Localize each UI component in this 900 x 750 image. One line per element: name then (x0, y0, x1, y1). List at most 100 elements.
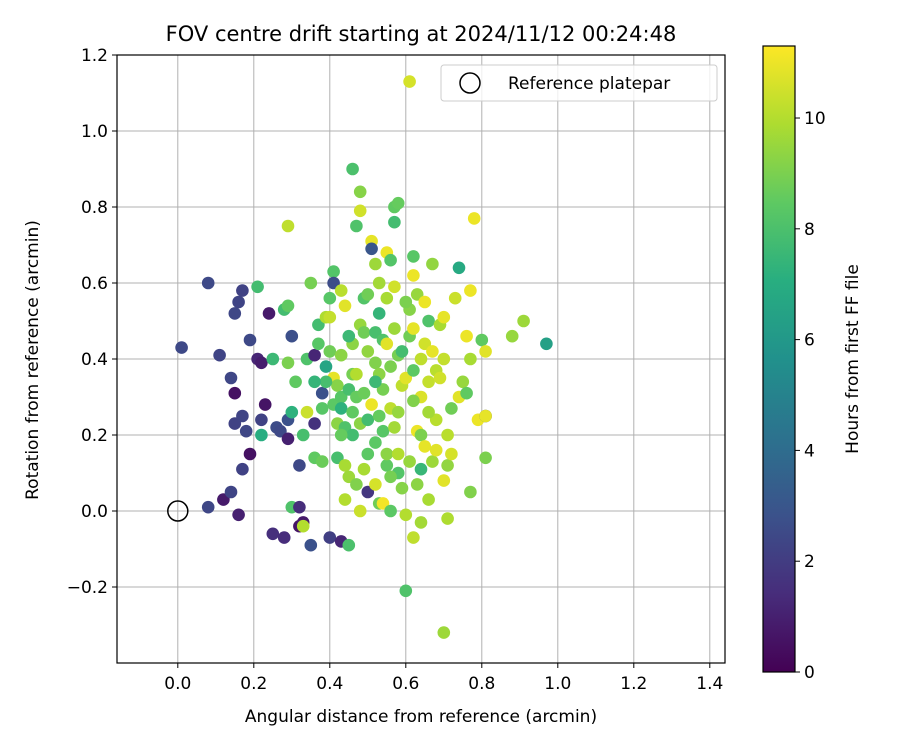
data-point (304, 276, 318, 290)
y-tick-label: 1.0 (81, 122, 108, 142)
y-tick-label: 0.4 (81, 350, 108, 370)
data-point (323, 345, 337, 358)
data-point (243, 447, 257, 461)
data-point (361, 345, 375, 358)
data-point (422, 405, 435, 419)
data-point (281, 219, 295, 233)
colorbar-tick-label: 10 (804, 109, 826, 129)
colorbar-tick-label: 0 (804, 663, 815, 683)
data-point (308, 375, 321, 389)
y-tick-label: 0.8 (81, 198, 108, 218)
data-point (422, 314, 435, 328)
data-point (293, 500, 306, 514)
colorbar: 0 2 4 6 8 10 Hours from first FF file (762, 45, 863, 683)
data-point (334, 284, 348, 297)
data-point (407, 250, 420, 263)
data-point (456, 375, 470, 389)
data-point (236, 284, 249, 297)
data-point (319, 360, 333, 373)
data-point (376, 424, 390, 438)
data-point (391, 405, 405, 419)
data-point (384, 253, 397, 267)
data-point (353, 504, 367, 518)
data-point (437, 474, 451, 487)
data-point (407, 269, 420, 282)
data-point (255, 413, 268, 427)
data-point (304, 538, 318, 552)
data-point (300, 405, 314, 419)
y-tick-label: −0.2 (67, 578, 108, 598)
data-point (418, 295, 432, 309)
data-point (175, 341, 188, 354)
data-point (540, 337, 553, 351)
data-point (445, 402, 458, 415)
y-ticks: −0.2 0.0 0.2 0.4 0.6 0.8 1.0 1.2 (67, 46, 117, 598)
data-point (464, 352, 477, 366)
colorbar-label: Hours from first FF file (843, 264, 863, 454)
colorbar-tick-label: 8 (804, 220, 815, 240)
data-point (395, 481, 409, 495)
data-point (327, 265, 340, 278)
data-point (399, 584, 413, 598)
data-point (384, 470, 397, 484)
data-point (403, 455, 416, 468)
data-point (201, 500, 215, 514)
data-point (315, 402, 329, 415)
data-point (361, 288, 375, 301)
data-point (338, 459, 352, 472)
data-point (433, 371, 447, 385)
data-point (399, 508, 413, 522)
data-point (281, 299, 295, 313)
data-point (426, 455, 439, 468)
data-point (338, 493, 352, 506)
data-point (380, 291, 394, 305)
data-point (391, 447, 405, 461)
data-point (407, 364, 420, 377)
data-point (308, 417, 321, 430)
data-point (323, 310, 337, 324)
data-point (437, 310, 451, 324)
data-point (338, 299, 352, 313)
data-point (296, 519, 310, 533)
data-point (429, 443, 443, 457)
data-point (418, 440, 432, 453)
data-point (285, 405, 299, 419)
data-point (296, 428, 310, 442)
x-tick-label: 0.6 (392, 674, 419, 694)
data-point (426, 257, 439, 271)
data-point (403, 75, 416, 88)
data-point (505, 329, 519, 343)
data-point (372, 307, 386, 320)
legend-label-reference: Reference platepar (508, 74, 670, 94)
reference-marker-group (167, 500, 189, 522)
data-point (350, 478, 363, 491)
x-tick-label: 1.0 (544, 674, 571, 694)
data-point (369, 375, 382, 389)
x-ticks: 0.0 0.2 0.4 0.6 0.8 1.0 1.2 1.4 (164, 663, 723, 694)
data-point (281, 432, 295, 446)
data-point (395, 345, 409, 358)
y-tick-label: 0.2 (81, 426, 108, 446)
data-point (399, 295, 413, 309)
data-point (448, 291, 462, 305)
data-point (372, 409, 386, 423)
data-point (353, 185, 367, 199)
data-point (323, 531, 337, 544)
data-point (422, 493, 435, 506)
data-point (346, 162, 359, 176)
data-point (308, 348, 321, 362)
data-point (407, 531, 420, 544)
data-point (357, 386, 371, 400)
data-point (441, 459, 454, 472)
data-point (285, 329, 299, 343)
x-tick-label: 1.4 (696, 674, 723, 694)
data-point (236, 462, 249, 476)
data-point (342, 538, 356, 552)
data-point (334, 348, 348, 362)
data-point (239, 424, 253, 438)
colorbar-tick-label: 4 (804, 441, 815, 461)
data-point (334, 402, 348, 415)
x-tick-label: 0.0 (164, 674, 191, 694)
data-point (357, 462, 371, 476)
